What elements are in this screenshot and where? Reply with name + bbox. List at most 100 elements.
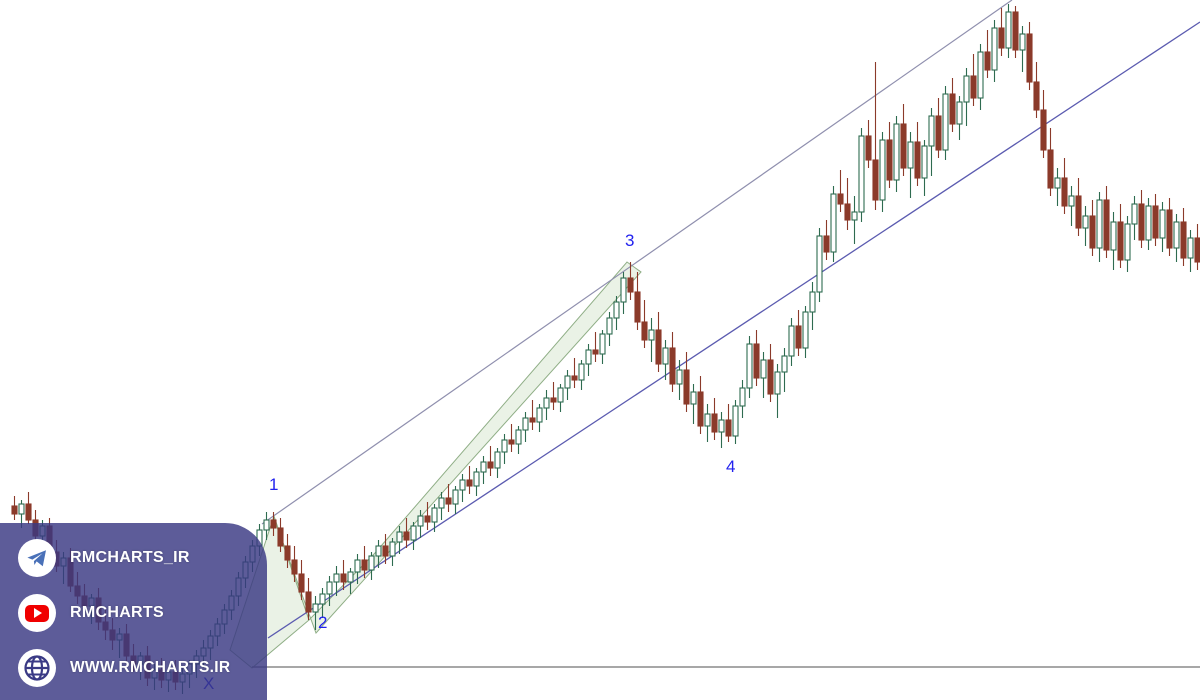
candle-body: [592, 349, 599, 355]
candle-body: [767, 359, 774, 395]
candle-body: [585, 349, 592, 365]
watermark-row-youtube[interactable]: RMCHARTS: [18, 594, 164, 632]
candle-body: [522, 417, 529, 431]
wave-label-1: 1: [269, 475, 278, 494]
candle-body: [1019, 33, 1026, 51]
candle-body: [732, 405, 739, 437]
candle-body: [1187, 237, 1194, 259]
candle-body: [991, 27, 998, 71]
candle-body: [445, 497, 452, 505]
candle-body: [1054, 177, 1061, 189]
candle-body: [1005, 11, 1012, 49]
candle-body: [487, 461, 494, 469]
candle-body: [809, 291, 816, 313]
candle-body: [676, 369, 683, 385]
candle-body: [1180, 221, 1187, 259]
play-triangle-icon: [34, 608, 42, 618]
candle-body: [1040, 109, 1047, 151]
candle-body: [18, 503, 25, 515]
candle-body: [1138, 203, 1145, 241]
candle-body: [410, 525, 417, 541]
candle-body: [935, 115, 942, 151]
candle-body: [613, 301, 620, 319]
candle-body: [578, 363, 585, 381]
candle-body: [893, 123, 900, 181]
candle-body: [704, 413, 711, 427]
candle-body: [900, 123, 907, 169]
candle-body: [844, 203, 851, 221]
candle-body: [515, 429, 522, 445]
candle-body: [1117, 221, 1124, 261]
candle-body: [641, 321, 648, 341]
candle-body: [501, 439, 508, 453]
telegram-icon: [18, 539, 56, 577]
youtube-box: [25, 604, 49, 622]
channel-line-upper: [261, 0, 1013, 525]
candle-body: [984, 51, 991, 71]
candle-body: [1131, 203, 1138, 225]
candle-body: [711, 413, 718, 433]
candle-body: [361, 559, 368, 571]
candle-body: [298, 573, 305, 593]
candle-body: [466, 479, 473, 487]
candle-body: [620, 277, 627, 303]
candle-body: [25, 503, 32, 521]
candle-body: [529, 417, 536, 423]
candle-body: [494, 451, 501, 469]
candle-body: [970, 75, 977, 99]
candle-body: [606, 317, 613, 335]
globe-icon: [18, 649, 56, 687]
candle-body: [305, 591, 312, 613]
watermark-label-website: WWW.RMCHARTS.IR: [70, 659, 231, 676]
candle-body: [368, 555, 375, 571]
candle-body: [459, 479, 466, 491]
candles-group: [11, 4, 1200, 694]
candle-body: [1068, 195, 1075, 207]
candle-body: [956, 101, 963, 125]
watermark-row-telegram[interactable]: RMCHARTS_IR: [18, 539, 190, 577]
candle-body: [473, 471, 480, 487]
candle-body: [662, 347, 669, 365]
candle-body: [319, 593, 326, 605]
candle-body: [739, 387, 746, 407]
candle-body: [774, 371, 781, 395]
candle-body: [914, 141, 921, 179]
candle-body: [823, 235, 830, 253]
candle-body: [669, 347, 676, 385]
candle-body: [816, 235, 823, 293]
candle-body: [1061, 177, 1068, 207]
channel-lines-group: [261, 0, 1200, 639]
watermark-label-youtube: RMCHARTS: [70, 604, 164, 621]
candle-body: [648, 329, 655, 341]
candle-body: [1194, 237, 1200, 263]
candle-body: [375, 545, 382, 557]
candle-body: [977, 51, 984, 99]
candle-body: [403, 531, 410, 541]
candle-body: [830, 193, 837, 253]
candle-body: [508, 439, 515, 445]
candle-body: [802, 311, 809, 349]
candle-body: [851, 211, 858, 221]
candle-body: [1047, 149, 1054, 189]
candle-body: [277, 527, 284, 547]
watermark-row-website[interactable]: WWW.RMCHARTS.IR: [18, 649, 230, 687]
candle-body: [837, 193, 844, 205]
channel-line-lower: [267, 21, 1200, 639]
candle-body: [907, 141, 914, 169]
candle-body: [543, 397, 550, 409]
candle-body: [627, 277, 634, 293]
candle-body: [1124, 223, 1131, 261]
candle-body: [998, 27, 1005, 49]
candle-body: [389, 541, 396, 557]
candle-body: [438, 497, 445, 509]
candle-body: [452, 489, 459, 505]
candle-body: [312, 603, 319, 613]
candle-body: [879, 139, 886, 201]
candle-body: [865, 135, 872, 161]
candle-body: [753, 343, 760, 379]
candle-body: [263, 519, 270, 531]
candle-body: [1089, 215, 1096, 249]
candle-body: [788, 325, 795, 357]
